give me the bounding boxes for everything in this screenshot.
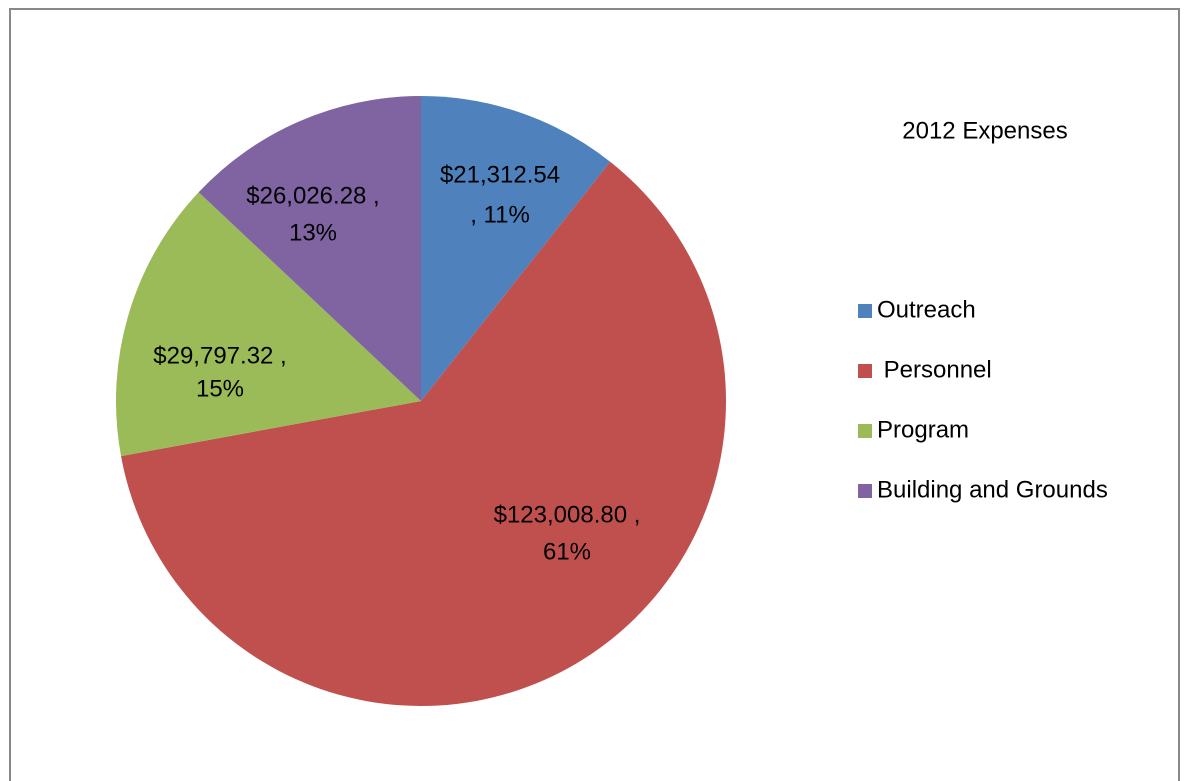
pie-slice	[116, 192, 422, 457]
data-label: 13%	[289, 219, 337, 246]
pie-slice	[198, 96, 421, 401]
legend-label: Building and Grounds	[877, 476, 1108, 503]
data-label: , 11%	[470, 201, 530, 228]
data-label: $21,312.54	[440, 161, 560, 188]
legend-label: Outreach	[877, 296, 976, 323]
data-label: $29,797.32 ,	[153, 342, 286, 369]
legend-swatch	[858, 364, 872, 378]
legend-swatch	[858, 484, 872, 498]
data-label: $123,008.80 ,	[494, 501, 641, 528]
legend-swatch	[858, 304, 872, 318]
legend-label: Personnel	[877, 356, 992, 383]
data-label: 15%	[196, 375, 244, 402]
pie-slice	[121, 161, 727, 706]
chart-title: 2012 Expenses	[902, 117, 1067, 144]
pie-slice	[421, 96, 611, 401]
legend-swatch	[858, 424, 872, 438]
legend-label: Program	[877, 416, 969, 443]
data-label: 61%	[543, 538, 591, 565]
data-label: $26,026.28 ,	[246, 182, 379, 209]
